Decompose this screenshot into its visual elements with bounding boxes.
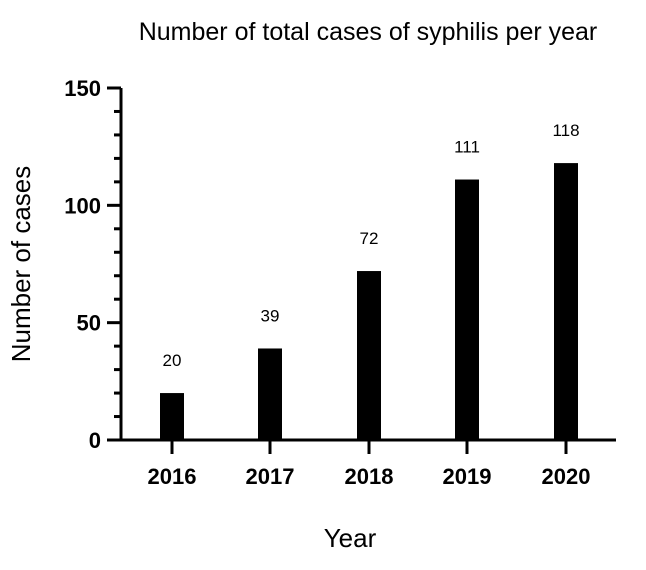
- bar-2018: [357, 271, 381, 440]
- x-tick-label: 2016: [148, 464, 197, 489]
- x-tick-label: 2020: [542, 464, 591, 489]
- y-tick-label: 50: [77, 311, 101, 336]
- data-label: 20: [163, 351, 182, 370]
- x-axis-title: Year: [324, 523, 377, 553]
- y-tick-label: 150: [64, 76, 101, 101]
- x-tick-label: 2018: [345, 464, 394, 489]
- y-tick-label: 100: [64, 193, 101, 218]
- x-tick-label: 2017: [246, 464, 295, 489]
- plot-area: 0 50 100 150 2016 20 2017 39 2018 72 2019 111 2020 11…: [64, 76, 616, 489]
- data-label: 72: [360, 229, 379, 248]
- bar-2020: [554, 163, 578, 441]
- bar-2019: [455, 179, 479, 440]
- bar-2017: [258, 348, 282, 440]
- x-tick-label: 2019: [443, 464, 492, 489]
- y-axis-title: Number of cases: [6, 166, 36, 363]
- data-label: 111: [454, 138, 480, 157]
- chart-title: Number of total cases of syphilis per ye…: [139, 18, 598, 46]
- y-tick-label: 0: [89, 428, 101, 453]
- bar-2016: [160, 393, 184, 440]
- data-label: 39: [261, 306, 280, 325]
- data-label: 118: [552, 121, 579, 140]
